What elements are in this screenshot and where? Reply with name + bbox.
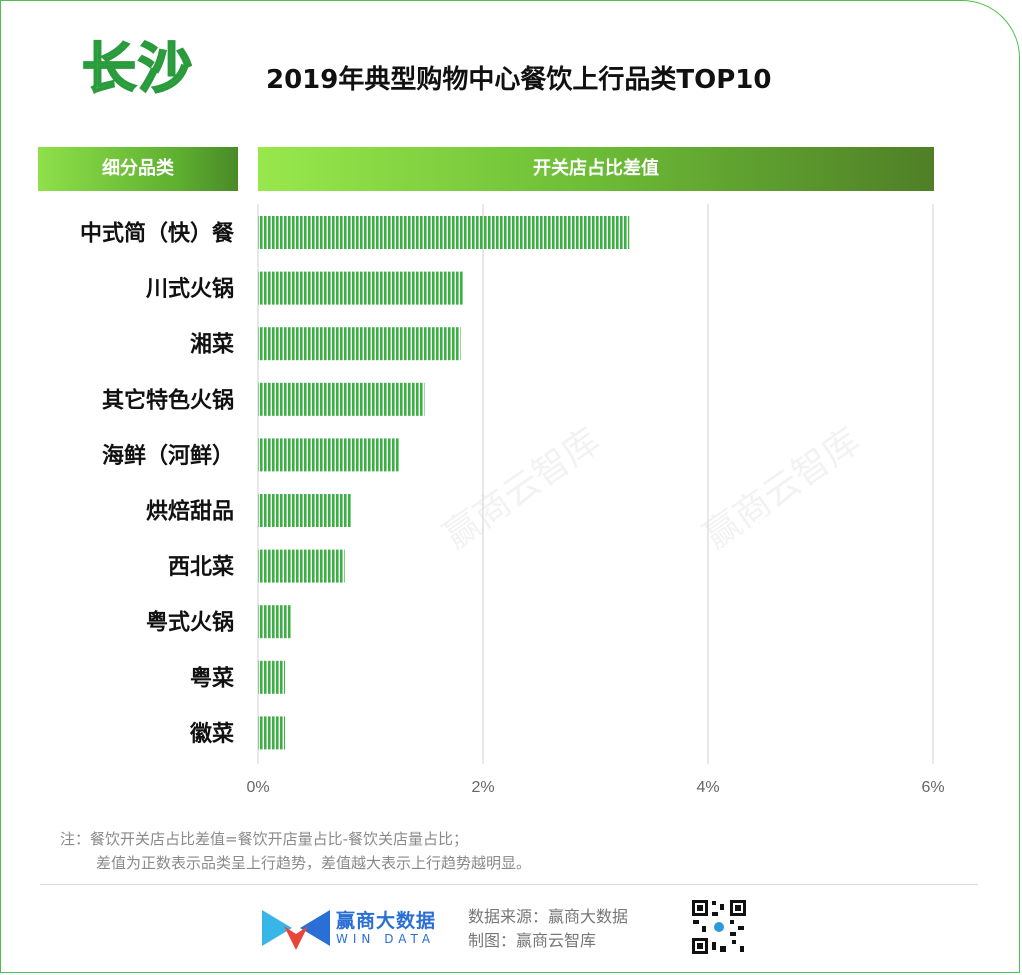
- value-column-header: 开关店占比差值: [258, 147, 934, 191]
- x-tick-label: 6%: [921, 779, 944, 796]
- category-label: 中式简（快）餐: [80, 221, 235, 247]
- bar: [258, 327, 461, 361]
- x-tick-label: 2%: [471, 779, 494, 796]
- category-label: 海鲜（河鲜）: [102, 443, 234, 469]
- bar: [258, 716, 285, 750]
- category-label: 烘焙甜品: [146, 499, 234, 525]
- category-label: 湘菜: [190, 333, 234, 358]
- brand-subtitle: WIN DATA: [336, 932, 436, 946]
- bar: [258, 494, 352, 527]
- bar: [258, 271, 464, 305]
- bar: [258, 438, 400, 472]
- bar: [258, 549, 345, 583]
- x-tick-label: 4%: [696, 779, 719, 796]
- bar: [258, 660, 285, 694]
- category-label: 粤式火锅: [146, 610, 234, 636]
- footer-divider: [40, 884, 978, 885]
- category-column-header: 细分品类: [38, 147, 238, 191]
- brand-name: 赢商大数据: [336, 910, 437, 932]
- bar: [258, 216, 630, 249]
- chart-maker: 制图：赢商云智库: [468, 931, 597, 950]
- bar: [258, 605, 291, 639]
- category-label: 其它特色火锅: [102, 387, 234, 413]
- category-label: 徽菜: [189, 721, 234, 747]
- category-label: 川式火锅: [145, 276, 234, 302]
- note-line-1: 注：餐饮开关店占比差值=餐饮开店量占比-餐饮关店量占比；: [60, 830, 468, 848]
- qr-code-icon[interactable]: [690, 898, 748, 956]
- x-tick-label: 0%: [246, 779, 269, 796]
- brand-logo-icon: [262, 910, 330, 950]
- data-source: 数据来源：赢商大数据: [468, 907, 629, 926]
- bar: [258, 382, 425, 416]
- note-line-2: 差值为正数表示品类呈上行趋势，差值越大表示上行趋势越明显。: [96, 854, 532, 872]
- category-label: 粤菜: [190, 665, 234, 691]
- category-label: 西北菜: [168, 555, 234, 580]
- city-title: 长沙: [81, 36, 194, 101]
- chart-title: 2019年典型购物中心餐饮上行品类TOP10: [266, 65, 772, 95]
